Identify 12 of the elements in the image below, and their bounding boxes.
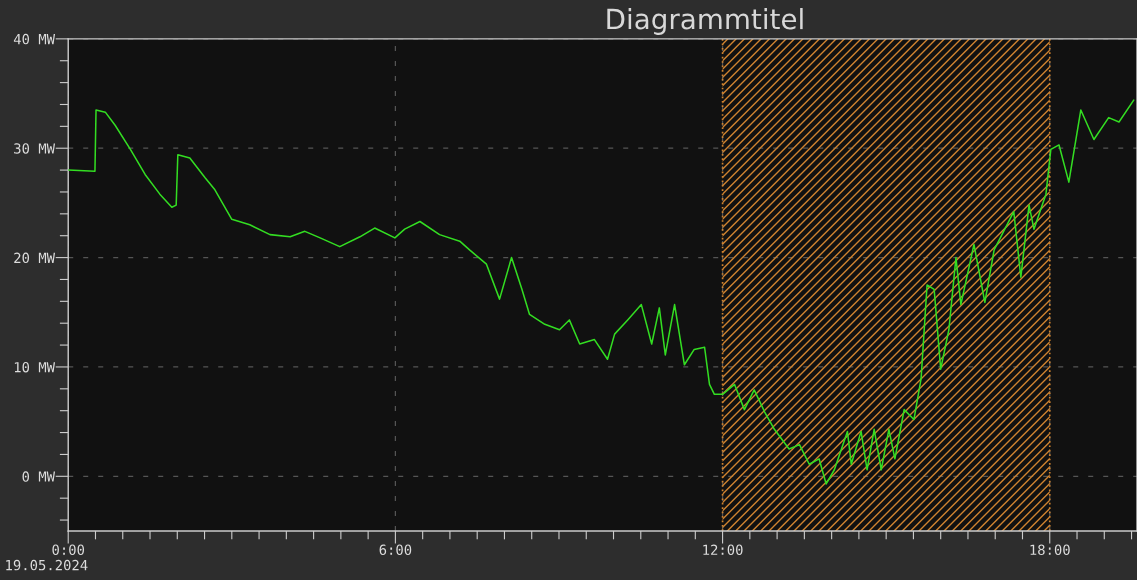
chart-title: Diagrammtitel	[607, 8, 803, 35]
x-tick-label: 0:00	[52, 544, 85, 556]
y-tick-label: 40 MW	[13, 33, 56, 45]
x-tick-label: 18:00	[1030, 544, 1070, 556]
y-tick-label: 30 MW	[14, 143, 56, 154]
x-tick-label: 12:00	[703, 544, 743, 556]
y-tick-label: 0 MW	[22, 471, 56, 482]
line-series	[68, 99, 1135, 485]
y-tick-label: 20 MW	[14, 252, 56, 264]
x-tick-label: 6:00	[379, 544, 412, 556]
text: 19.05.2024	[6, 559, 88, 571]
y-tick-label: 10 MW	[14, 361, 56, 373]
